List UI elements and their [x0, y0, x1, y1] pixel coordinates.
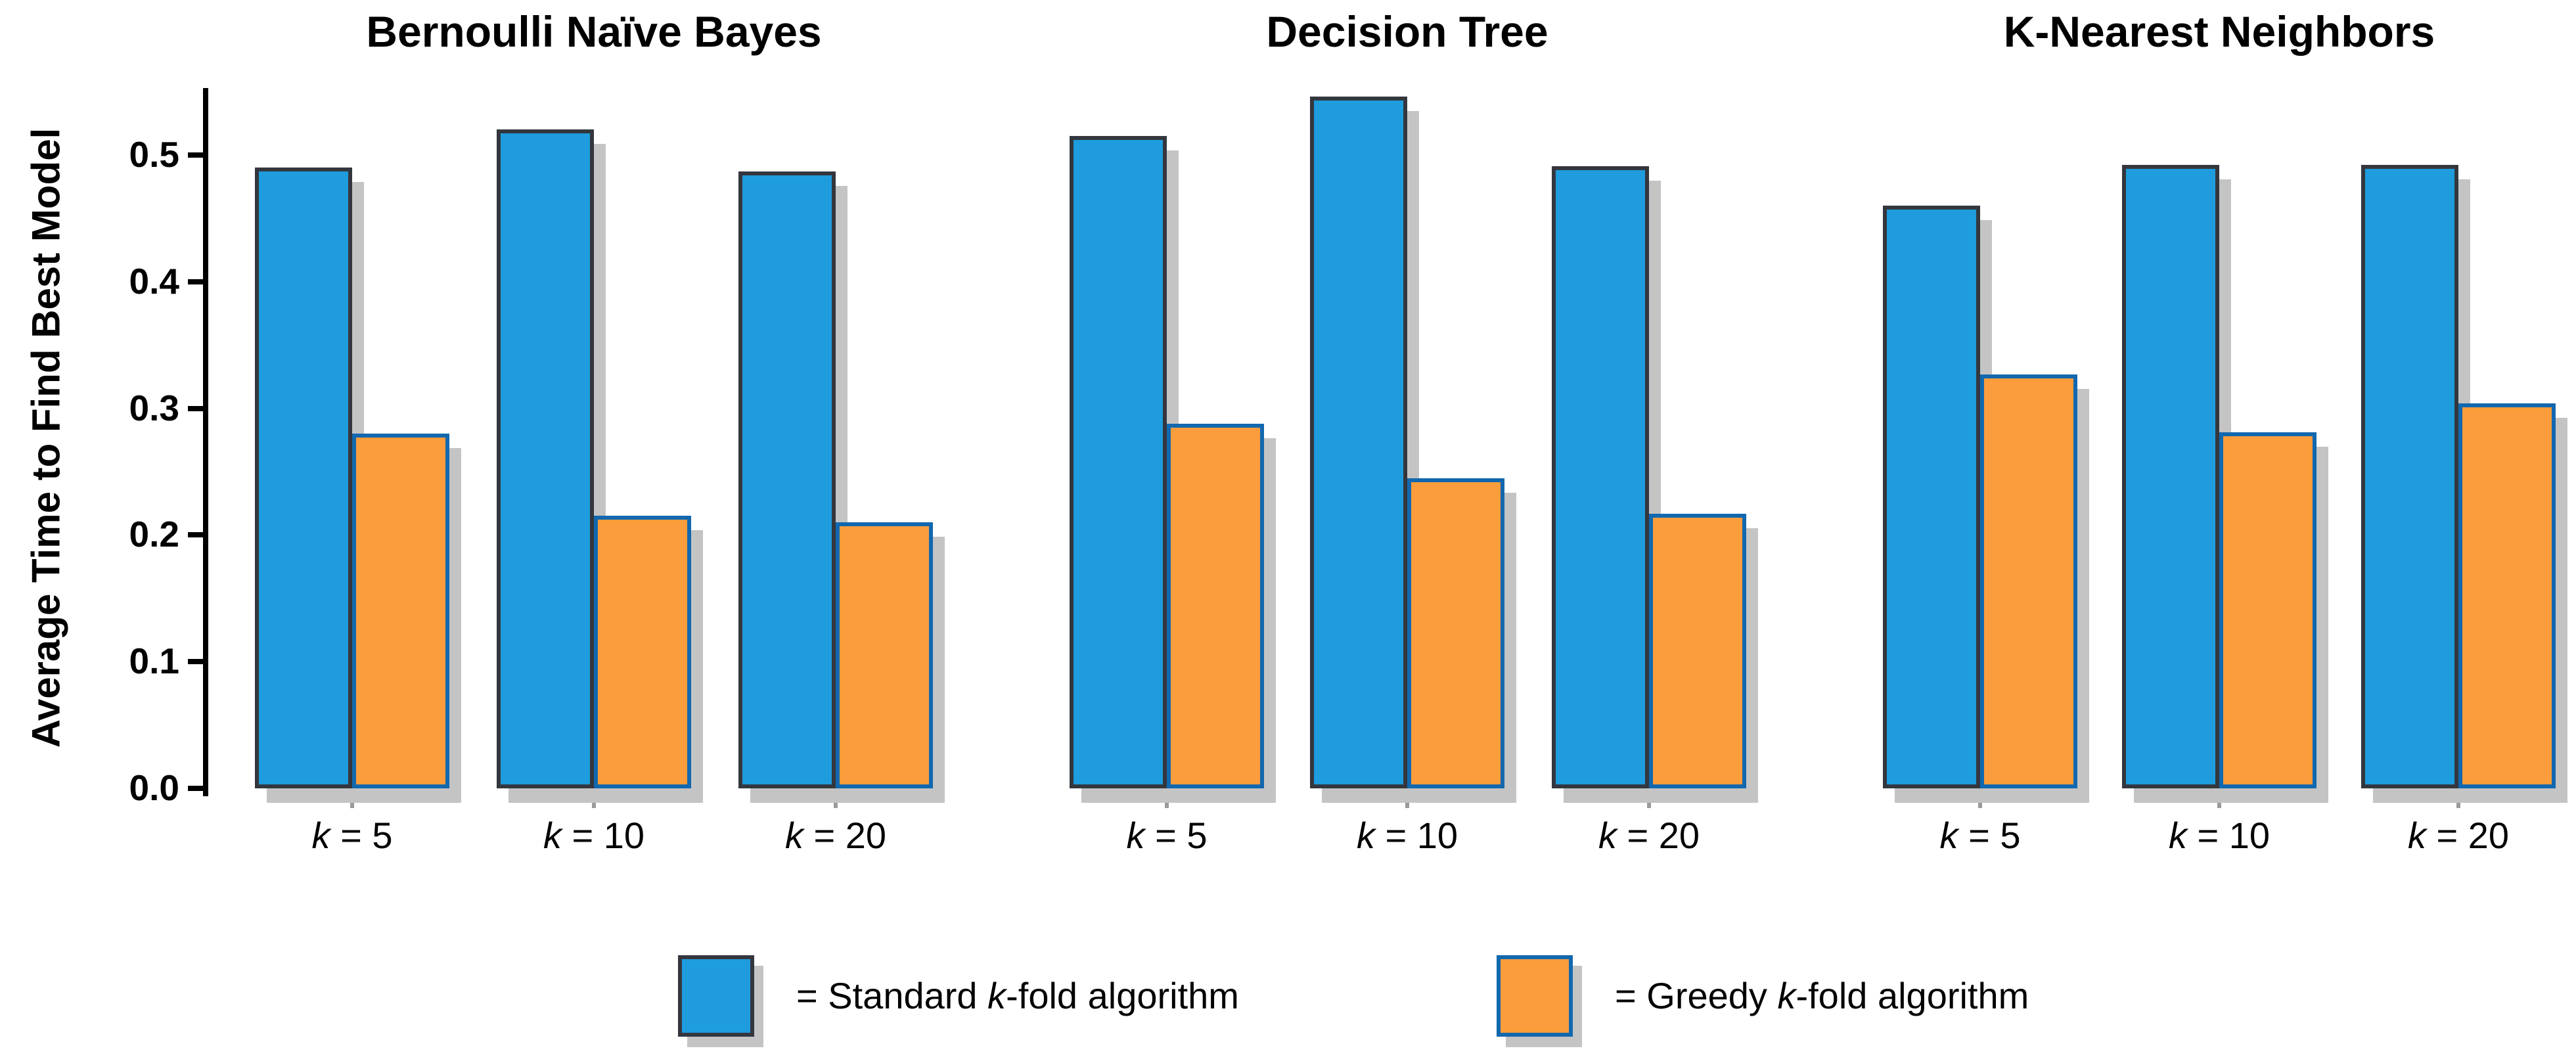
x-tick-label: k = 10: [543, 817, 644, 854]
legend-item-standard: = Standard k-fold algorithm: [678, 955, 1239, 1037]
panel-title: K-Nearest Neighbors: [2003, 7, 2435, 56]
y-tick-label: 0.3: [129, 387, 179, 428]
y-tick-mark: [188, 152, 206, 158]
x-tick-label: k = 5: [312, 817, 393, 854]
bar-greedy-kfold: [1649, 513, 1746, 788]
x-tick-mark: [2217, 788, 2221, 808]
bar-greedy-kfold: [836, 522, 933, 788]
x-tick-mark: [1165, 788, 1169, 808]
x-label-rest: = 20: [803, 815, 887, 856]
x-tick-mark: [592, 788, 596, 808]
y-tick-label: 0.2: [129, 514, 179, 555]
x-tick-label: k = 10: [1357, 817, 1458, 854]
legend-item-greedy: = Greedy k-fold algorithm: [1497, 955, 2029, 1037]
legend-text-post: -fold algorithm: [1006, 975, 1239, 1016]
x-tick-mark: [350, 788, 354, 808]
x-tick-mark: [834, 788, 838, 808]
x-label-k-italic: k: [1356, 815, 1375, 856]
legend-text-pre: = Standard: [796, 975, 988, 1016]
x-tick-mark: [1978, 788, 1982, 808]
y-axis-spine: [203, 88, 208, 796]
x-label-k-italic: k: [1939, 815, 1958, 856]
x-label-rest: = 5: [1958, 815, 2021, 856]
bar-standard-kfold: [497, 129, 594, 788]
legend-text-pre: = Greedy: [1615, 975, 1778, 1016]
x-label-k-italic: k: [2168, 815, 2187, 856]
x-label-rest: = 5: [1144, 815, 1208, 856]
bar-standard-kfold: [1070, 136, 1167, 788]
legend-swatch-greedy-kfold: [1497, 955, 1573, 1037]
x-label-rest: = 20: [1616, 815, 1700, 856]
x-label-rest: = 10: [561, 815, 645, 856]
bar-standard-kfold: [2361, 165, 2458, 788]
x-label-rest: = 20: [2426, 815, 2510, 856]
x-label-rest: = 5: [330, 815, 393, 856]
y-tick-mark: [188, 532, 206, 538]
legend-swatch-standard-kfold: [678, 955, 754, 1037]
bar-greedy-kfold: [594, 516, 691, 788]
bar-standard-kfold: [1310, 97, 1407, 788]
legend-label-greedy: = Greedy k-fold algorithm: [1615, 978, 2029, 1014]
x-label-k-italic: k: [784, 815, 803, 856]
bar-greedy-kfold: [1980, 374, 2077, 788]
bar-standard-kfold: [2122, 165, 2219, 788]
bar-greedy-kfold: [1167, 423, 1264, 788]
bar-greedy-kfold: [2458, 403, 2556, 788]
y-tick-label: 0.1: [129, 641, 179, 682]
x-label-k-italic: k: [1598, 815, 1617, 856]
y-tick-mark: [188, 786, 206, 791]
legend-text-k: k: [1777, 975, 1796, 1016]
x-label-rest: = 10: [2186, 815, 2271, 856]
y-tick-label: 0.4: [129, 260, 179, 302]
bar-standard-kfold: [1883, 206, 1980, 788]
bar-greedy-kfold: [352, 434, 449, 788]
x-label-rest: = 10: [1374, 815, 1458, 856]
legend-text-post: -fold algorithm: [1796, 975, 2029, 1016]
x-tick-label: k = 5: [1940, 817, 2021, 854]
x-tick-mark: [1647, 788, 1651, 808]
bar-greedy-kfold: [2219, 432, 2316, 788]
y-tick-mark: [188, 659, 206, 665]
panel-title: Bernoulli Naïve Bayes: [366, 7, 822, 56]
y-tick-label: 0.5: [129, 134, 179, 175]
panel-title: Decision Tree: [1266, 7, 1548, 56]
y-axis-label: Average Time to Find Best Model: [24, 127, 68, 748]
x-tick-label: k = 10: [2169, 817, 2270, 854]
x-tick-mark: [1405, 788, 1409, 808]
x-label-k-italic: k: [543, 815, 562, 856]
x-tick-mark: [2456, 788, 2460, 808]
x-tick-label: k = 20: [785, 817, 886, 854]
legend-label-standard: = Standard k-fold algorithm: [796, 978, 1239, 1014]
x-tick-label: k = 20: [2408, 817, 2509, 854]
x-label-k-italic: k: [1126, 815, 1145, 856]
y-tick-label: 0.0: [129, 767, 179, 808]
x-label-k-italic: k: [311, 815, 330, 856]
y-tick-mark: [188, 279, 206, 284]
x-tick-label: k = 20: [1598, 817, 1700, 854]
bar-standard-kfold: [1552, 166, 1649, 788]
x-label-k-italic: k: [2407, 815, 2426, 856]
bar-greedy-kfold: [1407, 478, 1504, 788]
legend-text-k: k: [987, 975, 1006, 1016]
bar-standard-kfold: [738, 171, 836, 788]
x-tick-label: k = 5: [1127, 817, 1208, 854]
y-tick-mark: [188, 405, 206, 411]
bar-standard-kfold: [255, 168, 352, 788]
